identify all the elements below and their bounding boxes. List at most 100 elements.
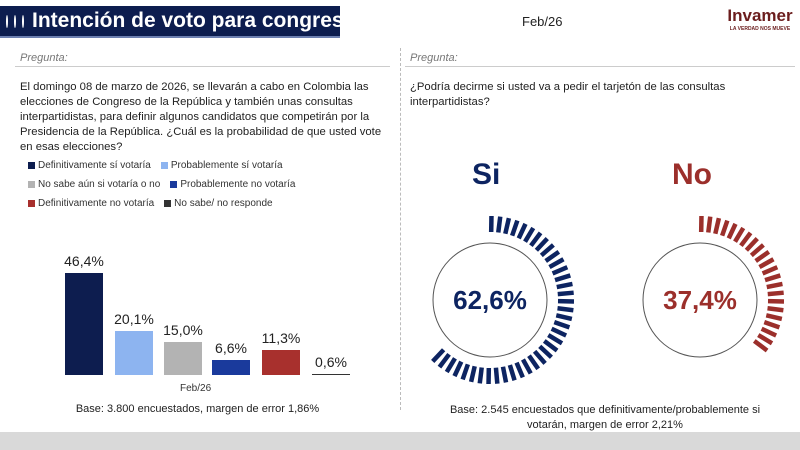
legend-swatch bbox=[28, 200, 35, 207]
si-gauge-tick bbox=[493, 367, 500, 384]
si-value: 62,6% bbox=[453, 285, 527, 315]
si-gauge-tick bbox=[550, 326, 568, 338]
no-gauge-tick bbox=[749, 243, 765, 258]
si-gauge-tick bbox=[514, 361, 525, 379]
no-gauge-tick bbox=[764, 273, 781, 283]
bar-value-label: 20,1% bbox=[114, 310, 154, 327]
si-gauge-tick bbox=[468, 365, 477, 383]
si-gauge-tick bbox=[510, 219, 520, 237]
no-gauge-tick bbox=[761, 265, 779, 276]
si-gauge-tick bbox=[516, 222, 528, 240]
no-value: 37,4% bbox=[663, 285, 737, 315]
si-gauge-tick bbox=[551, 265, 569, 276]
si-gauge-tick bbox=[431, 348, 446, 363]
question-text-right: ¿Podría decirme si usted va a pedir el t… bbox=[410, 81, 726, 108]
si-gauge-tick bbox=[529, 231, 543, 248]
si-gauge-tick bbox=[557, 306, 574, 313]
no-gauge-tick bbox=[765, 313, 783, 322]
bar bbox=[262, 350, 300, 375]
si-gauge-tick bbox=[542, 339, 559, 353]
legend-item: No sabe aún si votaría o no bbox=[28, 179, 160, 190]
si-gauge-tick bbox=[548, 257, 565, 270]
red-dot-icon bbox=[22, 14, 24, 28]
invamer-logo: Invamer LA VERDAD NOS MUEVE bbox=[727, 6, 793, 32]
legend-item: Definitivamente no votaría bbox=[28, 198, 154, 209]
si-gauge-tick bbox=[520, 358, 533, 375]
bar-value-label: 46,4% bbox=[64, 252, 104, 269]
question-label-left: Pregunta: bbox=[20, 52, 68, 64]
page-title: Intención de voto para congreso y consul… bbox=[32, 9, 478, 32]
legend-label: Probablemente sí votaría bbox=[170, 160, 283, 171]
divider bbox=[400, 48, 401, 410]
si-gauge-tick bbox=[555, 313, 573, 322]
legend-swatch bbox=[28, 181, 35, 188]
no-gauge-tick bbox=[767, 290, 784, 297]
no-gauge-tick bbox=[726, 222, 738, 240]
si-gauge-tick bbox=[527, 354, 541, 371]
footer-bar bbox=[0, 432, 800, 450]
si-label: Si bbox=[472, 158, 501, 191]
si-gauge-tick bbox=[500, 366, 509, 383]
si-gauge-tick bbox=[538, 344, 553, 359]
bar-value-label: 0,6% bbox=[315, 353, 347, 370]
legend-item: Probablemente no votaría bbox=[170, 179, 295, 190]
legend-label: Definitivamente no votaría bbox=[38, 198, 155, 209]
no-gauge-tick bbox=[766, 281, 783, 290]
si-gauge-tick bbox=[523, 226, 536, 243]
bar-chart: 46,4% 20,1% 15,0% 6,6% 11,3% 0,6% bbox=[64, 252, 350, 375]
bar-value-label: 15,0% bbox=[163, 322, 203, 338]
si-gauge-tick bbox=[534, 237, 549, 252]
si-gauge-tick bbox=[444, 357, 457, 374]
logo-text: Invamer bbox=[727, 6, 793, 25]
yellow-dot-icon bbox=[6, 14, 8, 28]
no-gauge-tick bbox=[744, 237, 759, 252]
x-axis-label: Feb/26 bbox=[180, 383, 212, 394]
base-right: Base: 2.545 encuestados que definitivame… bbox=[449, 404, 761, 431]
bar bbox=[115, 330, 153, 375]
no-gauge-tick bbox=[739, 231, 753, 248]
question-text-left: El domingo 08 de marzo de 2026, se lleva… bbox=[20, 81, 382, 153]
si-gauge-tick bbox=[477, 367, 484, 384]
no-gauge-tick bbox=[767, 306, 784, 313]
legend-swatch bbox=[164, 200, 172, 207]
no-gauge-tick bbox=[720, 219, 730, 237]
no-gauge-tick bbox=[752, 339, 769, 353]
legend-label: No sabe aún si votaría o no bbox=[38, 179, 161, 190]
date-label: Feb/26 bbox=[522, 14, 563, 29]
si-gauge-tick bbox=[532, 349, 547, 365]
legend-item: Definitivamente sí votaría bbox=[28, 160, 151, 171]
title-banner: Intención de voto para congreso y consul… bbox=[0, 6, 478, 38]
legend-item: No sabe/ no responde bbox=[164, 198, 273, 209]
si-gauge-tick bbox=[503, 217, 512, 235]
no-gauge-tick bbox=[757, 333, 774, 346]
no-gauge-tick bbox=[706, 216, 713, 233]
si-gauge-tick bbox=[507, 364, 517, 381]
si-gauge-tick bbox=[557, 290, 574, 297]
legend: Definitivamente sí votaría Probablemente … bbox=[28, 160, 398, 209]
si-gauge-tick bbox=[544, 249, 561, 263]
no-gauge-circle bbox=[642, 242, 758, 358]
si-gauge-tick bbox=[452, 360, 464, 378]
no-gauge-tick bbox=[758, 257, 775, 270]
no-gauge-tick bbox=[733, 226, 746, 243]
base-left: Base: 3.800 encuestados, margen de error… bbox=[75, 403, 320, 415]
no-gauge-tick bbox=[754, 249, 771, 263]
si-gauge-tick bbox=[437, 352, 451, 369]
si-gauge-tick bbox=[553, 320, 571, 330]
legend-label: Definitivamente sí votaría bbox=[38, 160, 151, 171]
legend-item: Probablemente sí votaría bbox=[160, 160, 283, 171]
bar bbox=[212, 360, 250, 375]
bar-value-label: 11,3% bbox=[261, 330, 301, 347]
si-gauge-tick bbox=[460, 363, 470, 381]
legend-swatch bbox=[160, 162, 168, 169]
no-gauge-tick bbox=[763, 320, 781, 330]
si-gauge-circle bbox=[432, 242, 548, 358]
blue-dot-icon bbox=[14, 14, 16, 28]
bar bbox=[65, 272, 103, 375]
no-gauge-tick bbox=[713, 217, 722, 235]
si-gauge-tick bbox=[496, 216, 503, 233]
bar bbox=[164, 342, 202, 375]
si-gauge-tick bbox=[554, 273, 571, 283]
bar bbox=[312, 373, 350, 375]
